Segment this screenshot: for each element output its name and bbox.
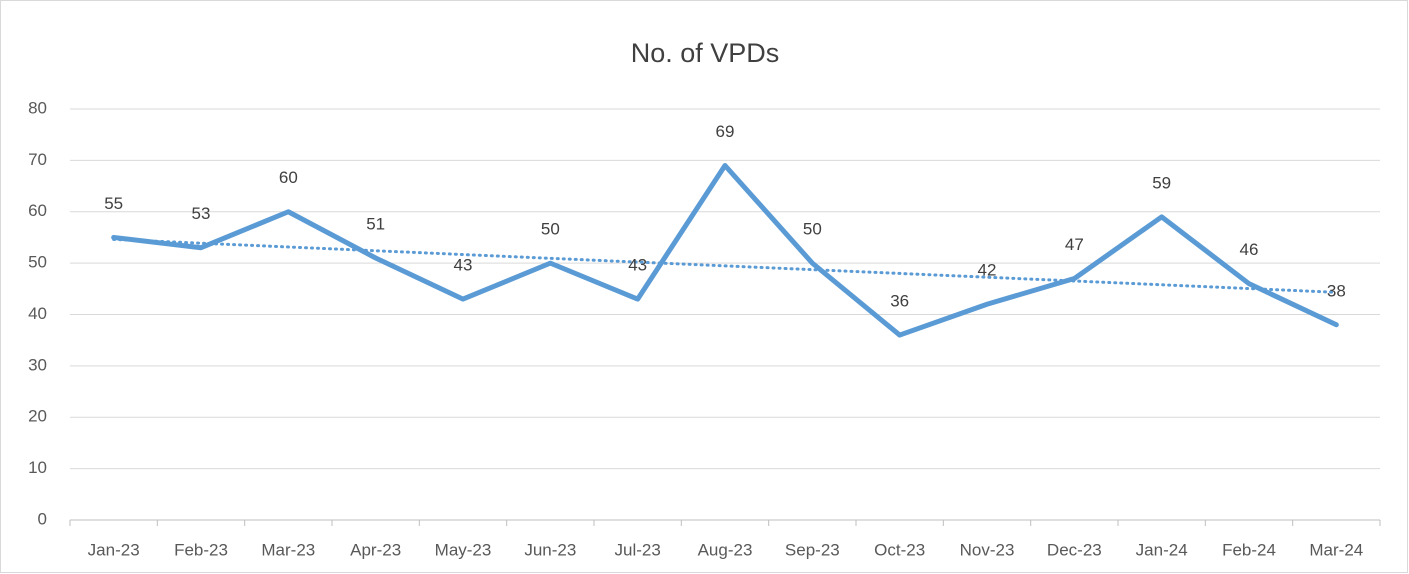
x-tick-label: Dec-23 xyxy=(1047,540,1102,559)
data-label: 43 xyxy=(628,256,647,275)
data-label: 60 xyxy=(279,168,298,187)
x-tick-label: Sep-23 xyxy=(785,540,840,559)
data-label: 42 xyxy=(978,261,997,280)
y-tick-label: 10 xyxy=(28,458,47,477)
trendline xyxy=(112,237,1338,294)
x-tick-label: Nov-23 xyxy=(960,540,1015,559)
data-label: 53 xyxy=(192,204,211,223)
x-tick-label: Feb-23 xyxy=(174,540,228,559)
x-tick-label: Jun-23 xyxy=(524,540,576,559)
x-tick-label: Jul-23 xyxy=(615,540,661,559)
y-tick-label: 0 xyxy=(38,509,47,528)
data-label: 69 xyxy=(716,122,735,141)
data-label: 50 xyxy=(541,220,560,239)
x-tick-label: Aug-23 xyxy=(698,540,753,559)
data-label: 55 xyxy=(104,194,123,213)
data-label: 46 xyxy=(1240,240,1259,259)
data-label: 59 xyxy=(1152,173,1171,192)
y-tick-label: 50 xyxy=(28,253,47,272)
x-tick-label: Feb-24 xyxy=(1222,540,1276,559)
data-label: 50 xyxy=(803,220,822,239)
y-tick-label: 20 xyxy=(28,407,47,426)
x-tick-label: May-23 xyxy=(435,540,492,559)
data-label: 38 xyxy=(1327,281,1346,300)
x-tick-label: Apr-23 xyxy=(350,540,401,559)
x-tick-label: Mar-23 xyxy=(261,540,315,559)
data-label: 47 xyxy=(1065,235,1084,254)
x-tick-label: Jan-23 xyxy=(88,540,140,559)
y-tick-label: 80 xyxy=(28,98,47,117)
x-tick-label: Jan-24 xyxy=(1136,540,1188,559)
y-tick-label: 30 xyxy=(28,355,47,374)
y-tick-label: 70 xyxy=(28,150,47,169)
y-tick-label: 40 xyxy=(28,304,47,323)
data-line xyxy=(111,163,1339,338)
y-tick-label: 60 xyxy=(28,201,47,220)
x-tick-label: Oct-23 xyxy=(874,540,925,559)
x-tick-label: Mar-24 xyxy=(1309,540,1363,559)
data-label: 51 xyxy=(366,214,385,233)
data-label: 43 xyxy=(454,256,473,275)
chart-title: No. of VPDs xyxy=(631,38,780,68)
data-label: 36 xyxy=(890,292,909,311)
